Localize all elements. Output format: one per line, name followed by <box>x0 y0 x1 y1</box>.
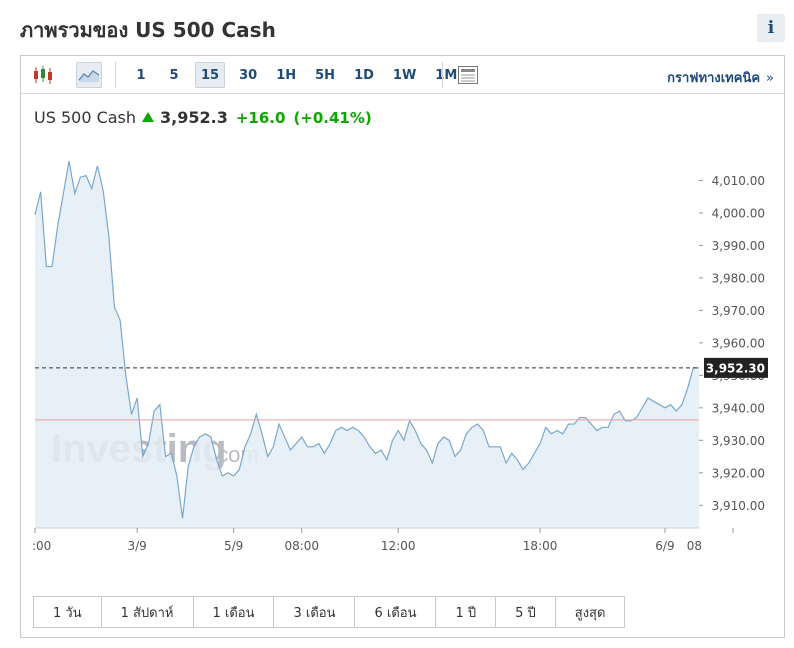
x-tick-label: 3/9 <box>127 539 146 553</box>
y-tick-label: 3,970.00 <box>712 304 765 318</box>
interval-group: 1 5 15 30 1H 5H 1D 1W 1M <box>129 62 471 88</box>
x-tick-label: 08 <box>687 539 702 553</box>
time-range-button[interactable]: 6 เดือน <box>355 597 437 627</box>
toolbar-divider <box>115 62 116 88</box>
price-line <box>34 160 699 519</box>
interval-button[interactable]: 1M <box>435 67 458 83</box>
y-tick-label: 3,930.00 <box>712 434 765 448</box>
chart-toolbar: 1 5 15 30 1H 5H 1D 1W 1M กราฟทางเทคนิค» <box>21 56 784 94</box>
x-tick-label: 18:00 <box>523 539 558 553</box>
price-change-percent: (+0.41%) <box>293 108 372 127</box>
quote-line: US 500 Cash 3,952.3 +16.0 (+0.41%) <box>34 108 372 127</box>
toolbar-divider <box>442 62 443 88</box>
y-tick-label: 3,980.00 <box>712 271 765 285</box>
y-tick-label: 3,990.00 <box>712 239 765 253</box>
technical-chart-link-label: กราฟทางเทคนิค <box>667 71 761 86</box>
candlestick-icon[interactable] <box>30 62 56 88</box>
x-tick-label: 08:00 <box>284 539 319 553</box>
info-button[interactable]: i <box>757 14 785 42</box>
technical-chart-link[interactable]: กราฟทางเทคนิค » <box>667 67 774 88</box>
page-title: ภาพรวมของ US 500 Cash <box>20 18 276 42</box>
interval-button[interactable]: 5H <box>315 67 336 83</box>
y-tick-label: 3,960.00 <box>712 336 765 350</box>
price-chart[interactable]: Investing.com3,910.003,920.003,930.003,9… <box>21 56 784 586</box>
interval-button[interactable]: 15 <box>195 62 226 88</box>
x-tick-label: 12:00 <box>381 539 416 553</box>
x-tick-label: :00 <box>32 539 51 553</box>
interval-button[interactable]: 5 <box>169 67 179 83</box>
interval-button[interactable]: 30 <box>239 67 258 83</box>
last-price-tag <box>704 357 768 378</box>
chevron-right-icon: » <box>766 71 774 86</box>
area-chart-icon[interactable] <box>76 62 102 88</box>
y-tick-label: 3,920.00 <box>712 466 765 480</box>
time-range-button[interactable]: 1 ปี <box>436 597 497 627</box>
time-range-button[interactable]: 1 สัปดาห์ <box>102 597 194 627</box>
interval-button[interactable]: 1H <box>276 67 297 83</box>
price-change: +16.0 <box>235 108 286 127</box>
last-price-tag-label: 3,952.30 <box>706 361 765 375</box>
up-arrow-icon <box>142 111 155 122</box>
y-tick-label: 3,940.00 <box>712 401 765 415</box>
interval-button[interactable]: 1 <box>136 67 146 83</box>
interval-button[interactable]: 1W <box>392 67 417 83</box>
y-tick-label: 4,010.00 <box>712 174 765 188</box>
y-tick-label: 4,000.00 <box>712 206 765 220</box>
time-range-button[interactable]: 1 เดือน <box>194 597 275 627</box>
time-range-button[interactable]: สูงสุด <box>574 605 606 621</box>
y-tick-label: 3,910.00 <box>712 499 765 513</box>
time-range-button[interactable]: 5 ปี <box>496 597 556 627</box>
price-area <box>35 160 699 528</box>
time-range-button[interactable]: 1 วัน <box>34 597 102 627</box>
chart-panel: 1 5 15 30 1H 5H 1D 1W 1M กราฟทางเทคนิค» US 500 C… <box>20 55 785 638</box>
instrument-name: US 500 Cash <box>34 108 137 127</box>
x-tick-label: 5/9 <box>224 539 243 553</box>
time-range-group: 1 วัน 1 สัปดาห์ 1 เดือน 3 เดือน 6 เดือน 1 ปี 5… <box>33 596 626 628</box>
interval-button[interactable]: 1D <box>354 67 374 83</box>
last-price: 3,952.3 <box>160 108 228 127</box>
time-range-button[interactable]: 3 เดือน <box>274 597 356 627</box>
news-table-icon[interactable] <box>455 62 481 88</box>
x-tick-label: 6/9 <box>655 539 674 553</box>
